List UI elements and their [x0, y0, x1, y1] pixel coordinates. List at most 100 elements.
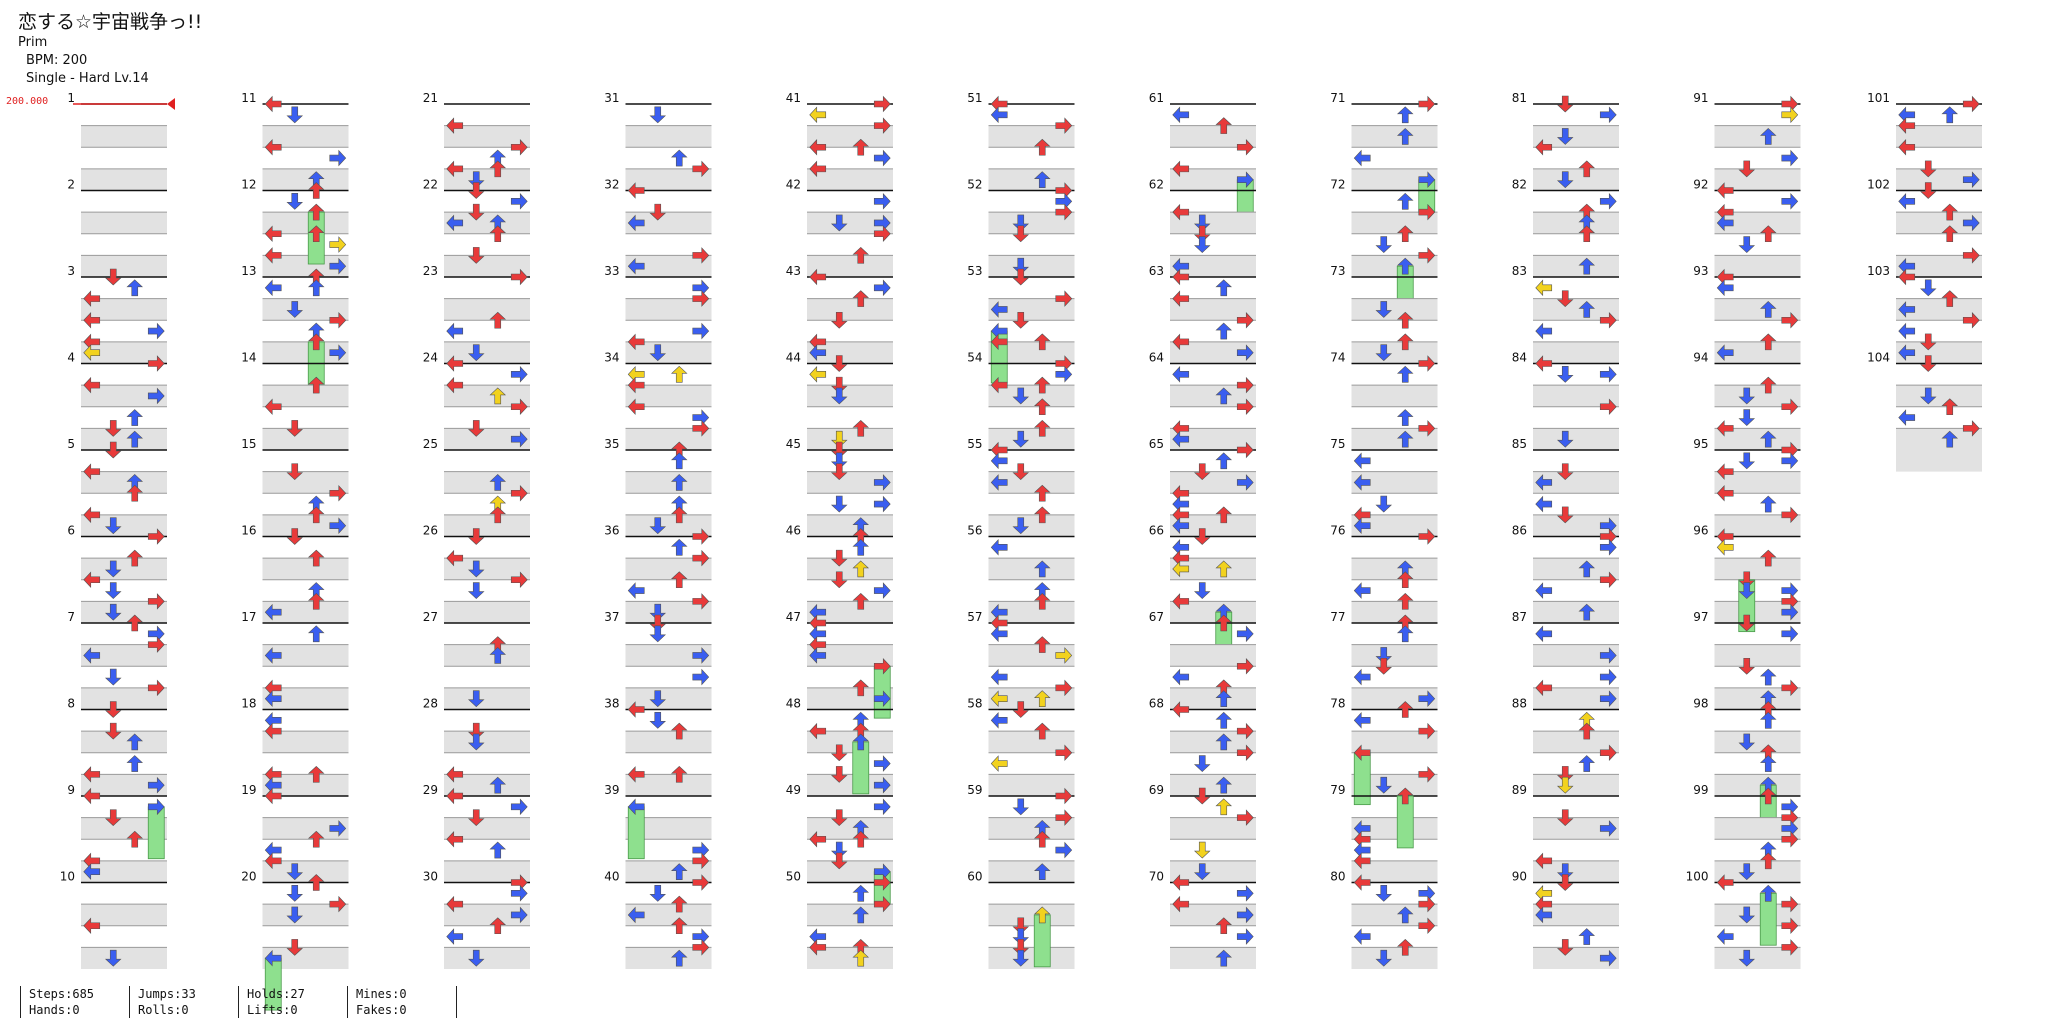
- measure-number: 73: [1330, 264, 1345, 278]
- mines-count: Mines:0: [356, 987, 407, 1001]
- beat-band: [1351, 904, 1438, 926]
- beat-band: [1170, 385, 1256, 407]
- beat-band: [625, 514, 712, 537]
- arrow-right-icon: [1781, 895, 1799, 913]
- beat-band: [1533, 558, 1619, 580]
- beat-band: [625, 904, 712, 926]
- beat-band: [1351, 601, 1438, 623]
- beat-band: [625, 168, 712, 191]
- arrow-left-icon: [264, 247, 282, 264]
- arrow-right-icon: [510, 798, 528, 816]
- arrow-down-icon: [467, 722, 485, 740]
- measure-number: 72: [1330, 178, 1345, 192]
- beat-band: [1170, 644, 1256, 667]
- arrow-left-icon: [1716, 182, 1734, 199]
- measure-number: 79: [1330, 783, 1345, 797]
- beat-band: [625, 341, 712, 364]
- arrow-down-icon: [1193, 528, 1211, 545]
- arrow-down-icon: [649, 603, 667, 621]
- song-title: 恋する☆宇宙戦争っ!!: [18, 11, 203, 33]
- measure-number: 84: [1512, 351, 1527, 365]
- arrow-down-icon: [649, 344, 667, 362]
- beat-band: [1351, 731, 1438, 753]
- beat-band: [988, 125, 1075, 148]
- arrow-up-icon: [1396, 365, 1414, 383]
- arrow-right-icon: [692, 928, 710, 945]
- measure-number: 102: [1867, 178, 1890, 192]
- arrow-left-icon: [990, 474, 1008, 491]
- arrow-left-icon: [1172, 539, 1190, 556]
- arrow-up-icon: [1941, 106, 1959, 124]
- beat-band: [1714, 212, 1801, 234]
- beat-band: [988, 298, 1075, 321]
- arrow-left-icon: [1535, 679, 1553, 697]
- beat-band: [262, 774, 349, 796]
- beat-band: [625, 428, 712, 450]
- arrow-right-icon: [1599, 744, 1617, 762]
- measure-number: 16: [241, 524, 256, 538]
- beat-band: [625, 212, 712, 234]
- arrow-up-icon: [1033, 830, 1051, 848]
- arrow-up-icon: [1215, 614, 1233, 632]
- arrow-down-icon: [1919, 279, 1937, 297]
- arrow-up-icon: [126, 409, 144, 426]
- arrow-up-icon: [1396, 311, 1414, 329]
- arrow-left-icon: [1898, 138, 1916, 156]
- arrow-down-icon: [286, 528, 304, 545]
- beat-band: [81, 125, 167, 148]
- arrow-up-icon: [1941, 225, 1959, 243]
- arrow-up-icon: [126, 614, 144, 632]
- beat-band: [262, 255, 349, 277]
- measure-number: 30: [423, 870, 438, 884]
- beat-band: [988, 904, 1075, 926]
- arrow-down-icon: [1738, 949, 1756, 967]
- beat-band: [262, 428, 349, 450]
- arrow-right-icon: [1962, 420, 1980, 437]
- beat-band: [81, 687, 167, 710]
- arrow-left-icon: [809, 647, 827, 664]
- arrow-up-icon: [1396, 625, 1414, 643]
- arrow-up-icon: [1759, 668, 1777, 686]
- arrow-down-icon: [104, 441, 122, 459]
- arrow-up-icon: [1578, 160, 1596, 178]
- arrow-left-icon: [1353, 744, 1371, 762]
- hold-body: [147, 806, 165, 860]
- arrow-left-icon: [1172, 290, 1190, 307]
- beat-band: [807, 644, 893, 667]
- arrow-down-icon: [1193, 236, 1211, 253]
- arrow-down-icon: [1193, 863, 1211, 881]
- arrow-down-icon: [1738, 733, 1756, 751]
- beat-band: [1351, 255, 1438, 277]
- arrow-left-icon: [1353, 517, 1371, 534]
- beat-band: [81, 860, 167, 883]
- arrow-left-icon: [1172, 366, 1190, 383]
- beat-band: [1170, 558, 1256, 580]
- arrow-right-icon: [1236, 928, 1254, 945]
- arrow-left-icon: [1898, 322, 1916, 340]
- arrow-right-icon: [147, 679, 165, 697]
- arrow-right-icon: [329, 257, 347, 275]
- arrow-right-icon: [1781, 149, 1799, 167]
- arrow-right-icon: [692, 647, 710, 664]
- beat-band: [1533, 601, 1619, 623]
- arrow-up-icon: [670, 863, 688, 880]
- measure-number: 38: [604, 697, 619, 711]
- arrow-up-icon: [489, 917, 507, 935]
- arrow-down-icon: [104, 603, 122, 621]
- measure-number: 83: [1512, 264, 1527, 278]
- beat-band: [1351, 298, 1438, 321]
- arrow-up-icon: [1033, 592, 1051, 610]
- beat-band: [1714, 774, 1801, 796]
- bpm-change-label: 200.000: [6, 96, 49, 107]
- arrow-up-icon: [307, 506, 325, 524]
- beat-band: [262, 558, 349, 580]
- measure-number: 59: [967, 783, 982, 797]
- arrow-right-icon: [873, 776, 891, 794]
- arrow-left-icon: [1716, 484, 1734, 502]
- beat-band: [1533, 817, 1619, 840]
- arrow-down-icon: [1919, 333, 1937, 351]
- arrow-left-icon: [83, 647, 101, 664]
- arrow-right-icon: [1781, 398, 1799, 416]
- beat-band: [262, 168, 349, 191]
- song-artist: Prim: [18, 35, 48, 50]
